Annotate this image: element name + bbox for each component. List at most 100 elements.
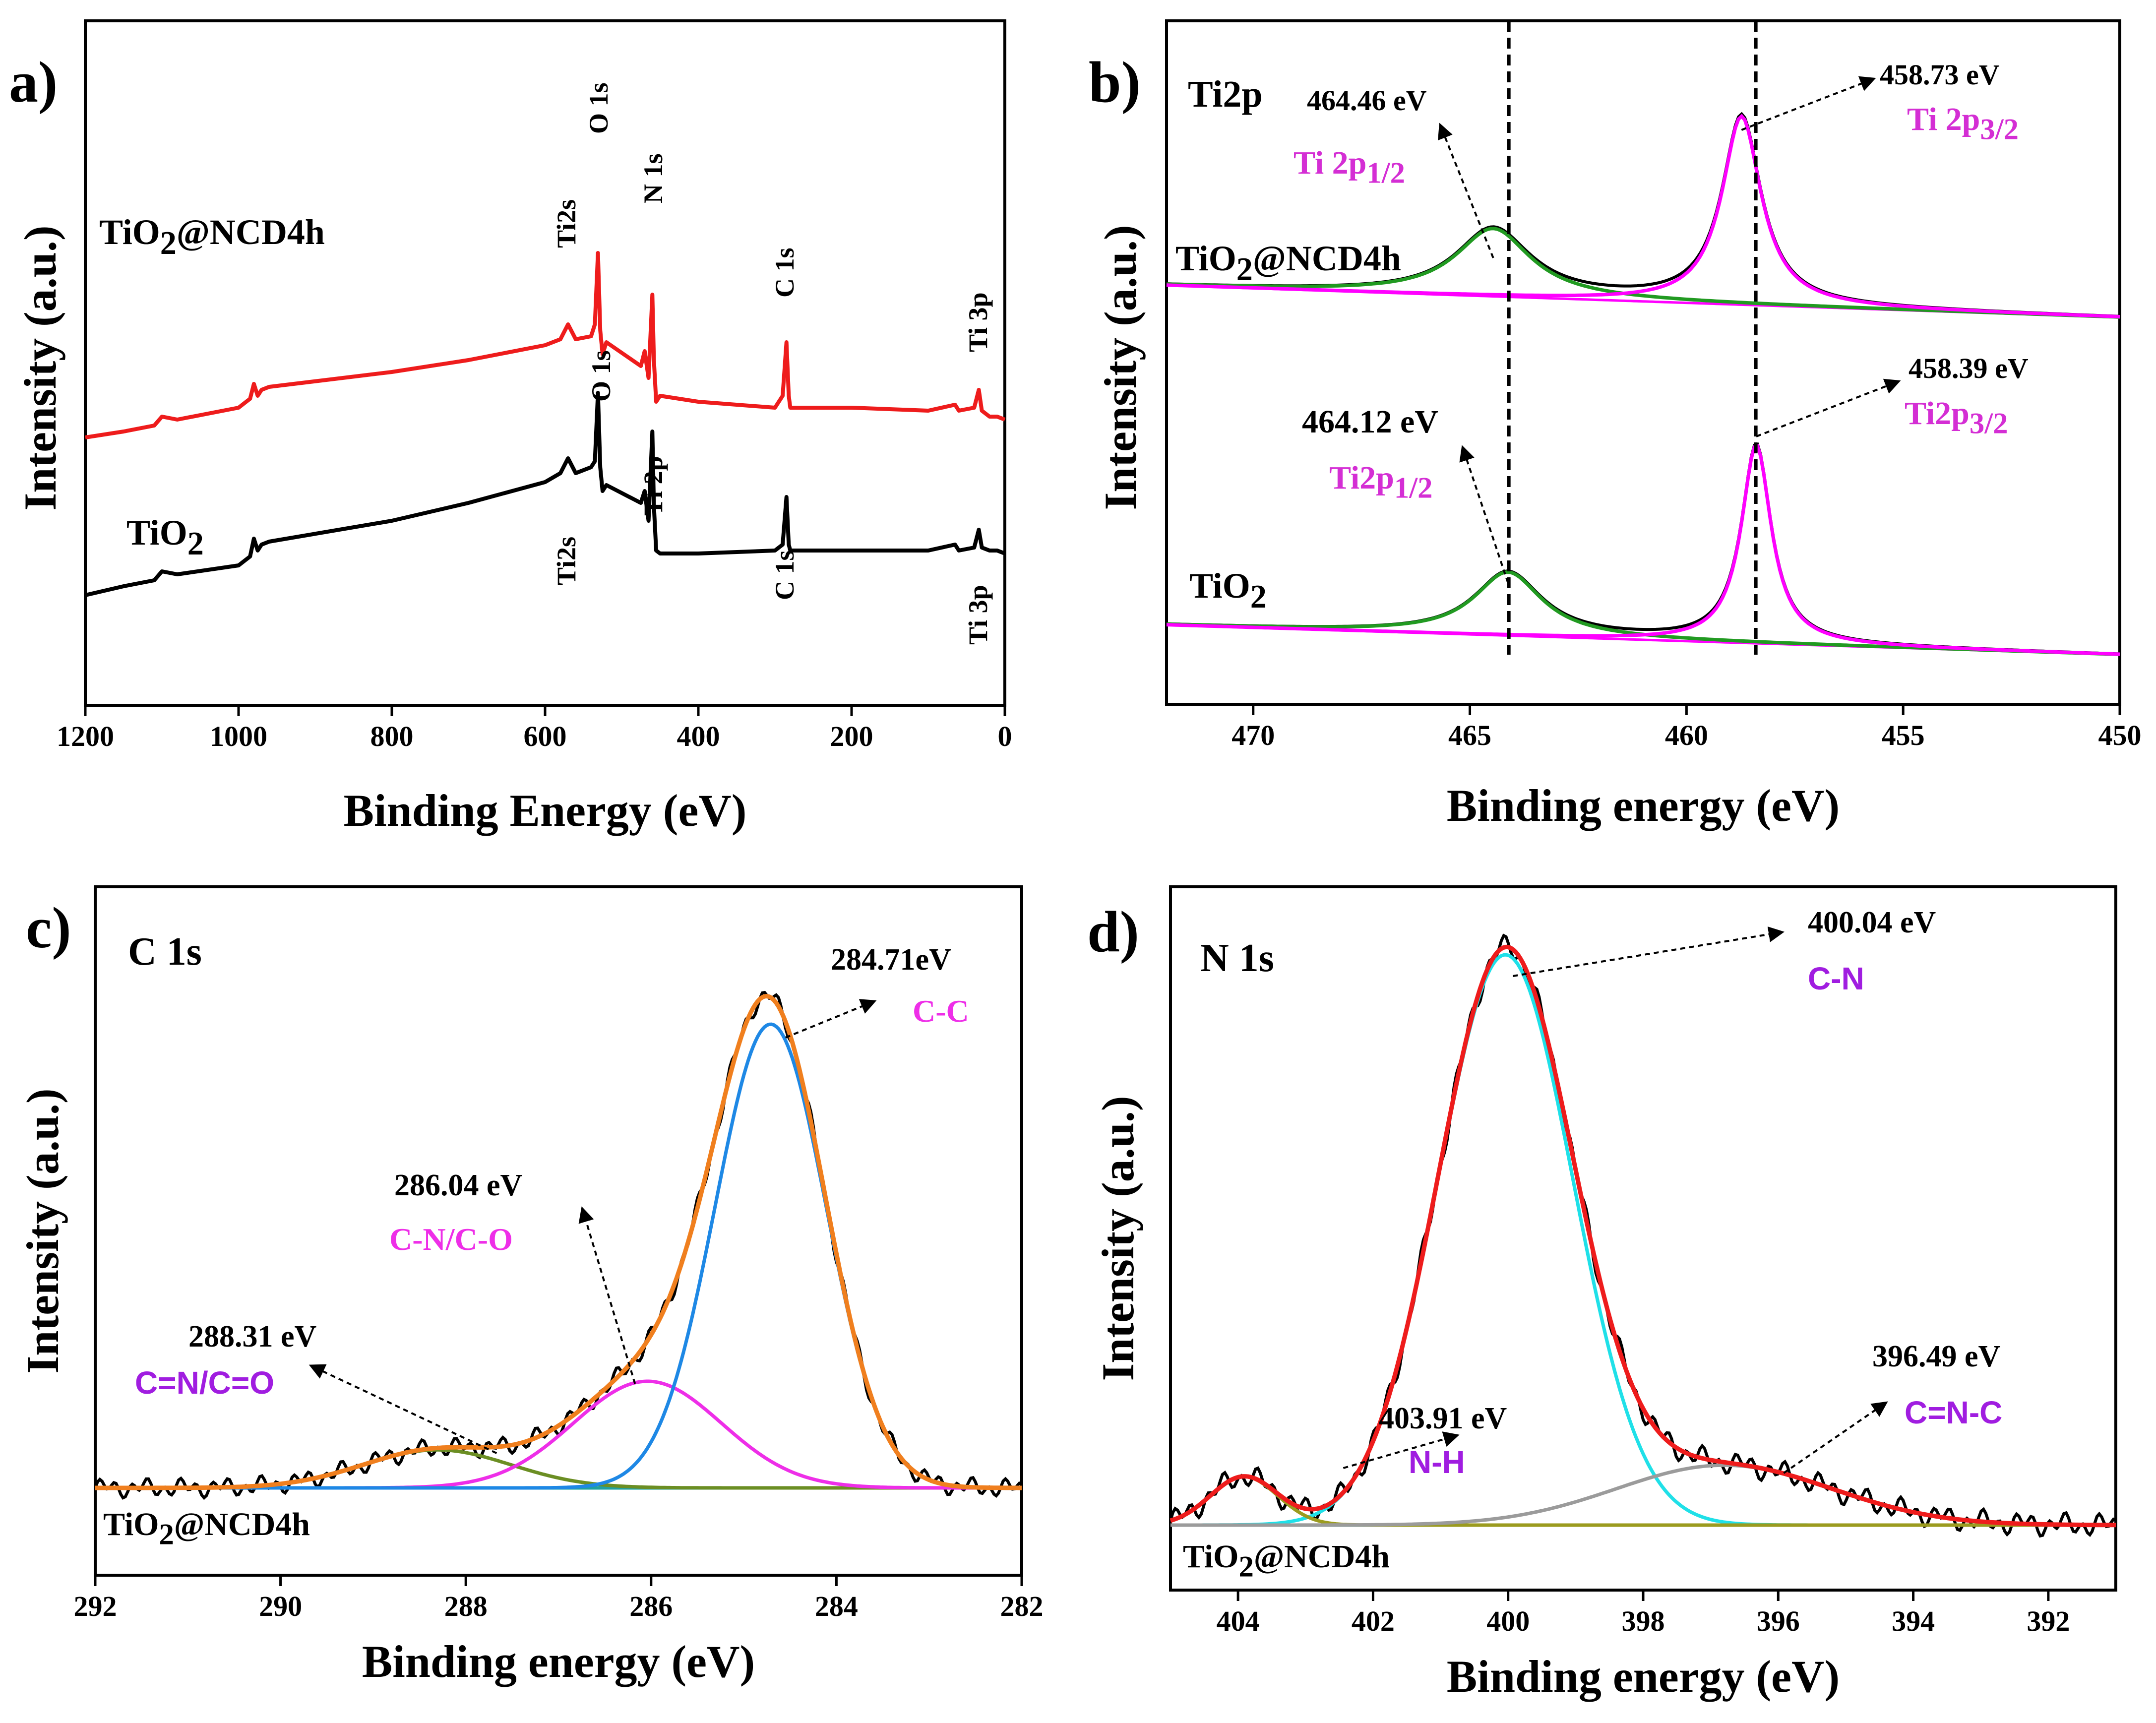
panel-c-title: C 1s — [128, 930, 202, 974]
panel-a-xtick-label: 0 — [998, 720, 1012, 752]
panel-c-fit-component — [95, 1448, 1022, 1490]
panel-c: c) 292 290 288 286 284 282 Binding energy (eV) I… — [17, 885, 1044, 1687]
panel-a-letter: a) — [9, 50, 58, 115]
panel-a: a) 1200 1000 800 600 400 200 0 Binding Energy (e… — [9, 19, 1012, 836]
panel-d-annotation-arrow — [1343, 1431, 1460, 1469]
panel-b: b) 470 465 460 455 450 Binding energy (eV) Inte… — [1089, 19, 2142, 831]
panel-b-fit-component — [1166, 570, 2120, 656]
panel-a-xlabel: Binding Energy (eV) — [344, 785, 747, 836]
panel-c-component-label: C=N/C=O — [135, 1365, 274, 1401]
panel-c-component-label: C-N/C-O — [389, 1222, 513, 1257]
panel-d-ylabel: Intensity (a.u.) — [1093, 1096, 1143, 1381]
panel-a-ylabel: Intensity (a.u.) — [15, 225, 65, 510]
panel-c-xtick-label: 288 — [444, 1590, 488, 1622]
panel-d-xtick-label: 398 — [1622, 1605, 1665, 1637]
panel-c-xtick-label: 284 — [815, 1590, 858, 1622]
panel-b-fit-component — [1166, 443, 2120, 656]
panel-c-value-label: 284.71eV — [831, 943, 951, 977]
panel-a-peak-label: Ti 3p — [963, 292, 993, 352]
panel-c-xlabel: Binding energy (eV) — [362, 1636, 755, 1687]
panel-d-letter: d) — [1087, 899, 1139, 964]
panel-b-xlabel: Binding energy (eV) — [1447, 780, 1840, 831]
panel-b-component-label: Ti 2p3/2 — [1907, 101, 2019, 146]
panel-d-annotation-arrow — [1783, 1401, 1888, 1474]
panel-c-xtick-label: 292 — [74, 1590, 117, 1622]
panel-b-xtick-label: 460 — [1665, 719, 1708, 751]
panel-a-peak-label: O 1s — [584, 82, 614, 134]
panel-d-frame — [1169, 885, 2117, 1592]
panel-d-value-label: 403.91 eV — [1379, 1402, 1507, 1435]
panel-b-component-label: Ti2p3/2 — [1905, 395, 2008, 440]
panel-a-peak-label: C 1s — [770, 247, 800, 298]
panel-b-xtick-label: 450 — [2098, 719, 2142, 751]
panel-b-frame — [1165, 19, 2121, 706]
panel-c-xtick-label: 290 — [259, 1590, 302, 1622]
panel-d-xtick-label: 404 — [1217, 1605, 1260, 1637]
panel-d-xtick-label: 392 — [2027, 1605, 2070, 1637]
panel-a-peak-label: Ti2s — [552, 199, 581, 248]
panel-d-sample-label: TiO2@NCD4h — [1183, 1538, 1390, 1583]
panel-a-series-tio2-ncd4h — [85, 251, 1006, 439]
panel-d-envelope — [1170, 944, 2116, 1528]
panel-d-xtick-label: 396 — [1757, 1605, 1800, 1637]
panel-b-fit-component — [1166, 114, 2120, 318]
panel-a-xtick-label: 1000 — [210, 720, 267, 752]
panel-c-component-label: C-C — [913, 993, 969, 1029]
panel-b-annotation-arrow — [1756, 378, 1901, 437]
panel-b-value-label: 464.12 eV — [1302, 404, 1438, 440]
panel-b-sample-tio2: TiO2 — [1189, 566, 1267, 615]
panel-d-xlabel: Binding energy (eV) — [1447, 1651, 1840, 1702]
panel-c-envelope — [95, 993, 1022, 1490]
panel-b-xtick-label: 455 — [1882, 719, 1925, 751]
panel-d-title: N 1s — [1200, 936, 1274, 980]
panel-c-frame — [94, 885, 1023, 1577]
panel-a-peak-label: N 1s — [638, 153, 668, 203]
panel-b-annotation-arrow — [1459, 445, 1509, 583]
panel-b-value-label: 458.39 eV — [1909, 352, 2029, 384]
panel-b-annotation-arrow — [1438, 123, 1494, 258]
panel-b-sample-tio2-ncd4h: TiO2@NCD4h — [1175, 239, 1401, 288]
panel-b-letter: b) — [1089, 50, 1141, 115]
panel-d-xtick-label: 400 — [1486, 1605, 1530, 1637]
panel-a-legend-tio2-ncd4h: TiO2@NCD4h — [99, 212, 325, 261]
panel-c-annotation-arrow — [578, 1206, 636, 1384]
panel-a-xtick-label: 600 — [524, 720, 567, 752]
panel-c-sample-label: TiO2@NCD4h — [103, 1506, 310, 1551]
panel-d-fit-component — [1170, 1475, 2116, 1527]
panel-c-annotation-arrow — [308, 1364, 497, 1454]
panel-d-xtick-label: 402 — [1352, 1605, 1395, 1637]
panel-a-xtick-label: 800 — [370, 720, 414, 752]
panel-d-raw-curve — [1169, 933, 2117, 1538]
panel-c-xtick-label: 282 — [1000, 1590, 1044, 1622]
panel-d-component-label: C-N — [1808, 961, 1864, 996]
panel-d-value-label: 396.49 eV — [1872, 1340, 2001, 1373]
panel-a-peak-label: C 1s — [770, 550, 800, 600]
panel-b-component-label: Ti2p1/2 — [1329, 460, 1432, 504]
panel-a-frame — [84, 19, 1006, 707]
panel-a-peak-label: Ti 3p — [963, 585, 993, 645]
panel-b-annotation-arrow — [1741, 76, 1876, 131]
panel-b-raw-curve — [1166, 442, 2120, 656]
panel-a-xtick-label: 1200 — [57, 720, 114, 752]
panel-a-legend-tio2: TiO2 — [126, 513, 204, 562]
panel-b-xtick-label: 470 — [1232, 719, 1275, 751]
panel-c-annotation-arrow — [785, 999, 877, 1039]
panel-d-value-label: 400.04 eV — [1808, 906, 1936, 939]
panel-b-value-label: 464.46 eV — [1307, 84, 1427, 117]
panel-a-peak-label: O 1s — [586, 350, 616, 402]
panel-a-xtick-label: 400 — [677, 720, 720, 752]
panel-a-series-tio2 — [85, 391, 1006, 597]
panel-b-xtick-label: 465 — [1448, 719, 1491, 751]
panel-b-title: Ti2p — [1188, 73, 1263, 115]
panel-d-component-label: N-H — [1409, 1444, 1465, 1480]
panel-c-xtick-label: 286 — [629, 1590, 673, 1622]
panel-c-ylabel: Intensity (a.u.) — [17, 1088, 68, 1373]
panel-b-value-label: 458.73 eV — [1880, 59, 2000, 91]
panel-d-annotation-arrow — [1512, 926, 1785, 977]
panel-a-peak-label: Ti2s — [552, 537, 581, 585]
panel-d-component-label: C=N-C — [1905, 1395, 2002, 1430]
panel-b-ylabel: Intensity (a.u.) — [1095, 225, 1146, 510]
panel-a-peak-label: Ti 2p — [638, 456, 668, 516]
panel-c-value-label: 288.31 eV — [188, 1320, 317, 1354]
